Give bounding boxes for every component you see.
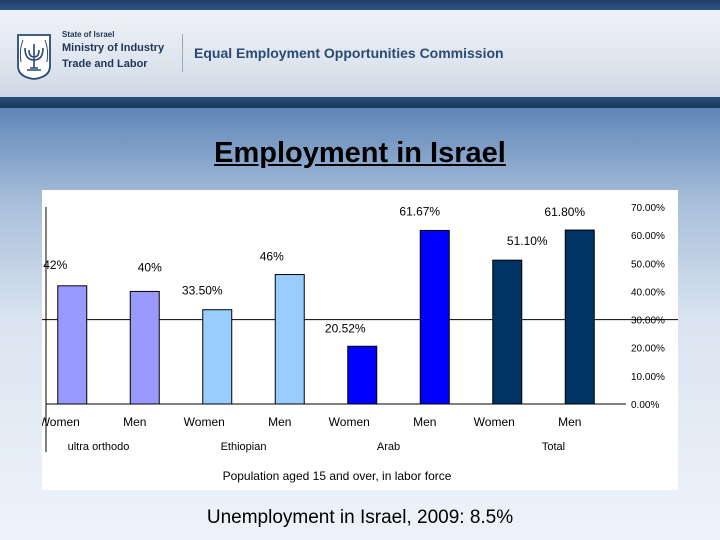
menorah-emblem-icon (17, 34, 51, 80)
ministry-header: State of Israel Ministry of Industry Tra… (0, 0, 720, 108)
bar-value-label: 51.10% (507, 234, 548, 248)
x-category-label: Men (413, 415, 436, 429)
x-category-label: Men (268, 415, 291, 429)
y-tick-label: 40.00% (631, 287, 665, 298)
bar-value-label: 20.52% (325, 321, 366, 335)
y-tick-label: 0.00% (631, 400, 659, 411)
state-label: State of Israel (62, 30, 115, 39)
x-group-label: ultra orthodo (68, 441, 130, 453)
bar-value-label: 42% (43, 258, 67, 272)
bar (129, 290, 160, 405)
bar-value-label: 46% (260, 250, 284, 264)
header-divider (182, 34, 183, 72)
x-group-label: Total (542, 441, 565, 453)
x-group-label: Arab (377, 441, 400, 453)
header-top-stripe (0, 0, 720, 10)
x-category-label: Women (474, 415, 515, 429)
slide-title: Employment in Israel (214, 137, 506, 169)
x-axis-title: Population aged 15 and over, in labor fo… (223, 469, 452, 483)
y-tick-label: 60.00% (631, 231, 665, 242)
bar-value-label: 33.50% (182, 284, 223, 298)
y-tick-label: 10.00% (631, 372, 665, 383)
bar (57, 285, 88, 405)
employment-bar-chart: 0.00% 10.00% 20.00% 30.00% 40.00% 50.00% 60.00… (39, 203, 678, 483)
x-category-label: Women (184, 415, 225, 429)
bar (347, 345, 378, 405)
ministry-line-2: Trade and Labor (62, 58, 148, 70)
bar (419, 229, 450, 405)
ministry-name: State of Israel Ministry of Industry Tra… (62, 30, 164, 70)
y-tick-label: 30.00% (631, 316, 665, 327)
bar (274, 274, 305, 405)
y-tick-label: 70.00% (631, 203, 665, 214)
unemployment-note: Unemployment in Israel, 2009: 8.5% (206, 507, 514, 528)
bar (564, 229, 595, 405)
bar-value-label: 40% (138, 260, 162, 274)
ministry-line-1: Ministry of Industry (62, 42, 165, 54)
x-category-label: Women (42, 415, 80, 429)
y-tick-label: 50.00% (631, 259, 665, 270)
x-category-label: Men (558, 415, 581, 429)
bar (202, 309, 233, 405)
x-group-label: Ethiopian (221, 441, 267, 453)
header-bottom-stripe (0, 97, 720, 108)
bar-value-label: 61.67% (399, 204, 440, 218)
bar (492, 259, 523, 405)
bar-value-label: 61.80% (544, 205, 585, 219)
x-category-label: Women (329, 415, 370, 429)
y-tick-label: 20.00% (631, 344, 665, 355)
x-category-label: Men (123, 415, 146, 429)
commission-name: Equal Employment Opportunities Commissio… (194, 45, 504, 61)
chart-panel: 0.00% 10.00% 20.00% 30.00% 40.00% 50.00% 60.00… (39, 190, 678, 490)
